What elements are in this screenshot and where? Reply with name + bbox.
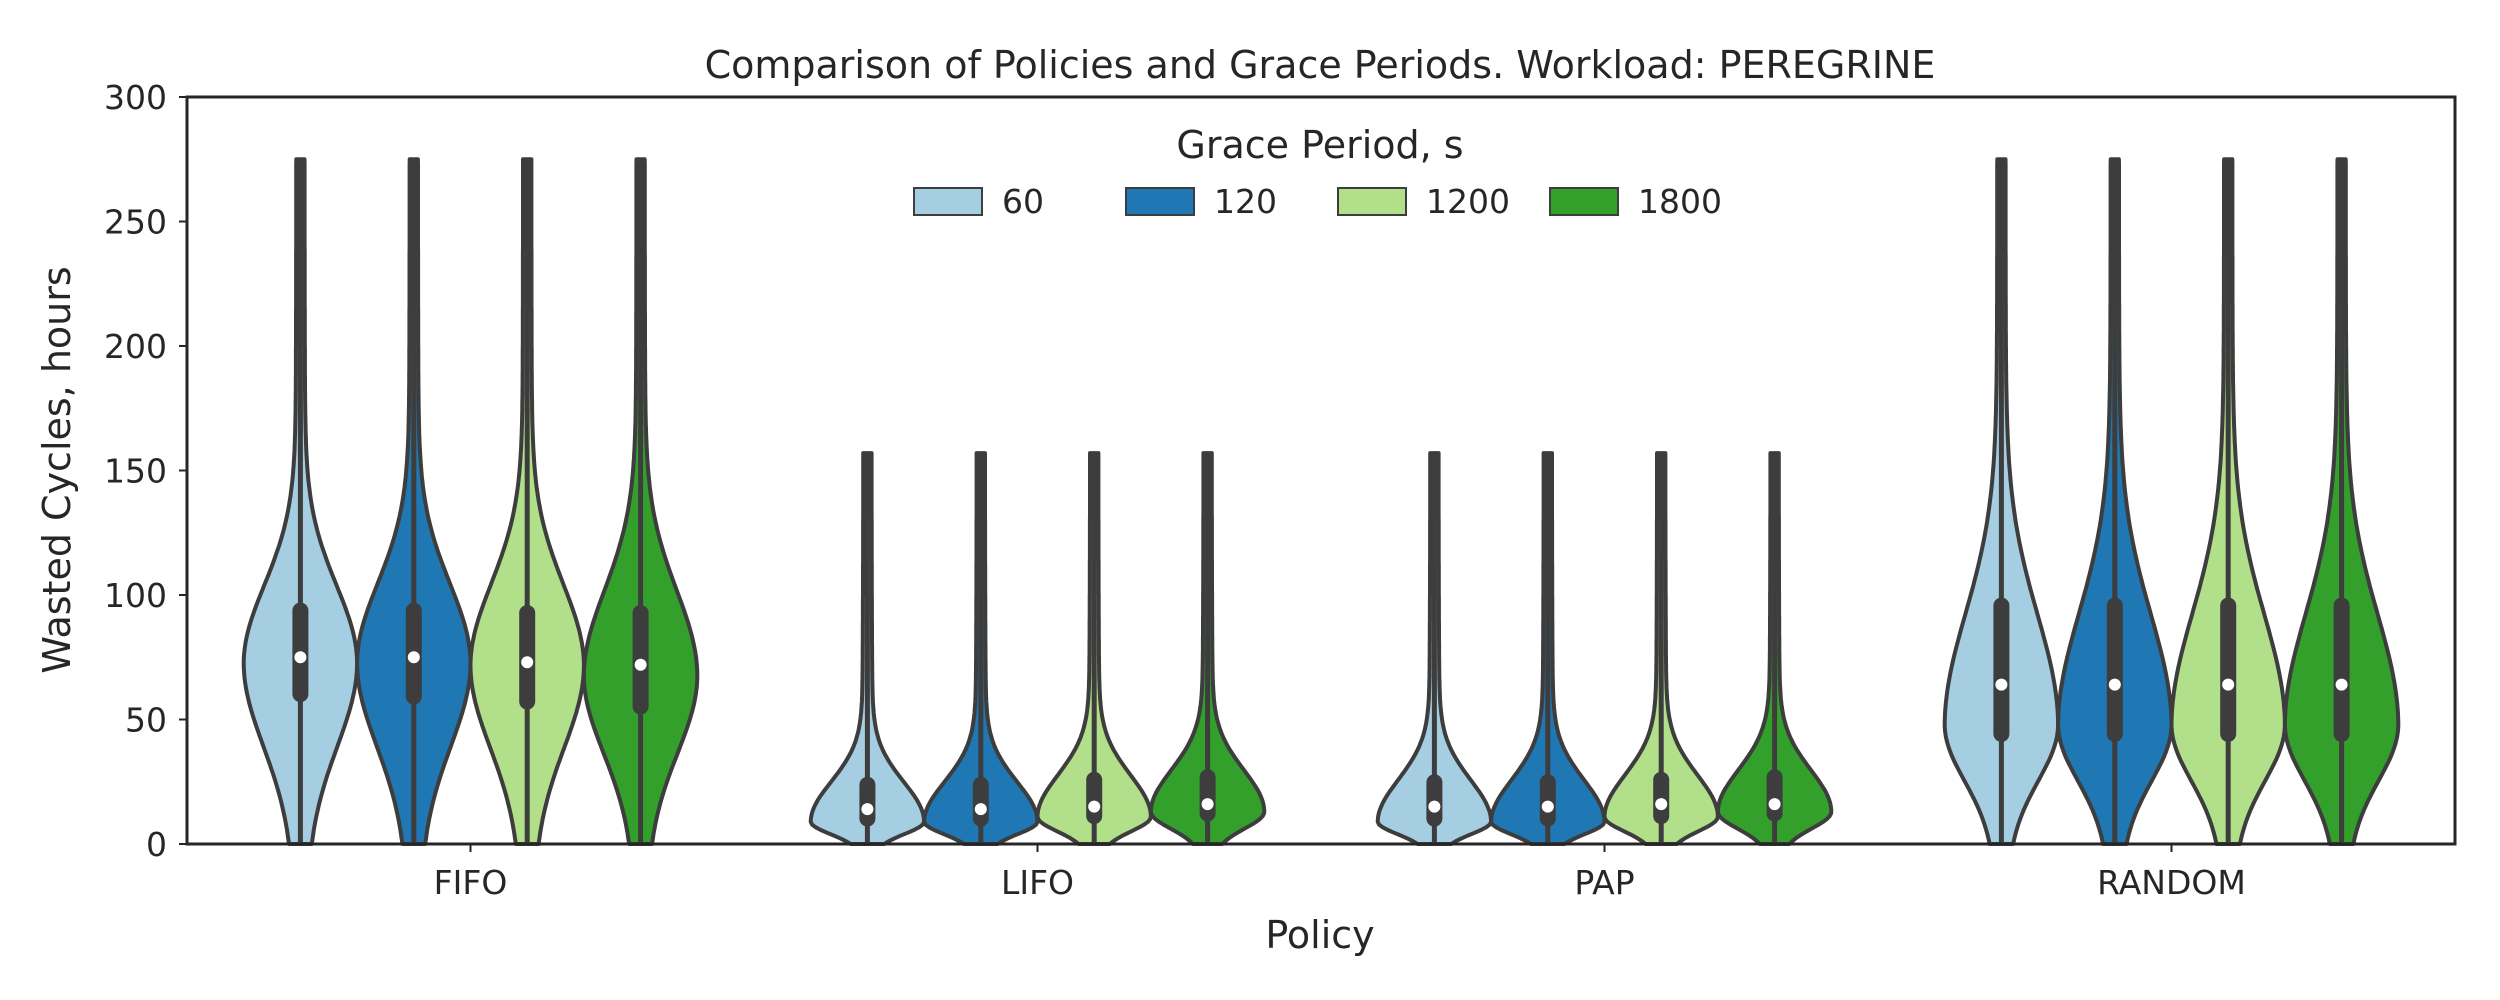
violin-median-point: [1201, 798, 1214, 811]
violin-iqr-box: [1199, 769, 1216, 822]
legend-swatch-1800: [1549, 187, 1619, 216]
violin-median-point: [1655, 798, 1668, 811]
legend-items: 60 120 1200 1800: [913, 182, 1722, 221]
violin-median-point: [974, 803, 987, 816]
violin-iqr-box: [1086, 771, 1103, 825]
x-axis: FIFO LIFO PAP RANDOM: [434, 844, 2246, 902]
y-tick-label: 50: [125, 701, 167, 740]
y-tick-label: 0: [146, 825, 167, 864]
y-tick-label: 100: [104, 576, 167, 615]
violin-median-point: [1768, 798, 1781, 811]
y-tick-label: 200: [104, 327, 167, 366]
violin-median-point: [407, 651, 420, 664]
violin-iqr-box: [2333, 597, 2350, 742]
violin-iqr-box: [1993, 597, 2010, 742]
legend-label-1800: 1800: [1638, 182, 1722, 221]
x-tick-label: FIFO: [434, 863, 508, 902]
x-axis-label: Policy: [1265, 913, 1374, 957]
violin-iqr-box: [2106, 597, 2123, 742]
violin-median-point: [1995, 678, 2008, 691]
x-tick-label: PAP: [1574, 863, 1634, 902]
legend-swatch-1200: [1337, 187, 1407, 216]
y-tick-label: 250: [104, 203, 167, 242]
x-tick-label: RANDOM: [2097, 863, 2246, 902]
violin-median-point: [1428, 800, 1441, 813]
legend-title: Grace Period, s: [1176, 123, 1463, 167]
violin-median-point: [1088, 800, 1101, 813]
violin-iqr-box: [1653, 771, 1670, 825]
chart-title: Comparison of Policies and Grace Periods…: [705, 43, 1936, 87]
violin-median-point: [2222, 678, 2235, 691]
violin-median-point: [2108, 678, 2121, 691]
violin-median-point: [861, 803, 874, 816]
violin-median-point: [294, 651, 307, 664]
violin-iqr-box: [2220, 597, 2237, 742]
violin-median-point: [2335, 678, 2348, 691]
legend-label-60: 60: [1002, 182, 1044, 221]
legend-label-1200: 1200: [1426, 182, 1510, 221]
y-axis-label: Wasted Cycles, hours: [35, 266, 79, 673]
violin-series-group: [241, 157, 2401, 846]
violin-median-point: [634, 658, 647, 671]
y-axis: 0 50 100 150 200 250 300: [104, 78, 187, 864]
legend-label-120: 120: [1214, 182, 1277, 221]
legend: Grace Period, s 60 120 1200 1800: [913, 123, 1722, 221]
y-tick-label: 300: [104, 78, 167, 117]
x-tick-label: LIFO: [1001, 863, 1074, 902]
legend-swatch-120: [1125, 187, 1195, 216]
violin-iqr-box: [1539, 774, 1556, 827]
violin-median-point: [521, 656, 534, 669]
violin-iqr-box: [1766, 769, 1783, 822]
violin-iqr-box: [859, 776, 876, 827]
violin-median-point: [1541, 800, 1554, 813]
y-tick-label: 150: [104, 452, 167, 491]
violin-iqr-box: [1426, 774, 1443, 827]
legend-swatch-60: [913, 187, 983, 216]
violin-iqr-box: [972, 776, 989, 827]
